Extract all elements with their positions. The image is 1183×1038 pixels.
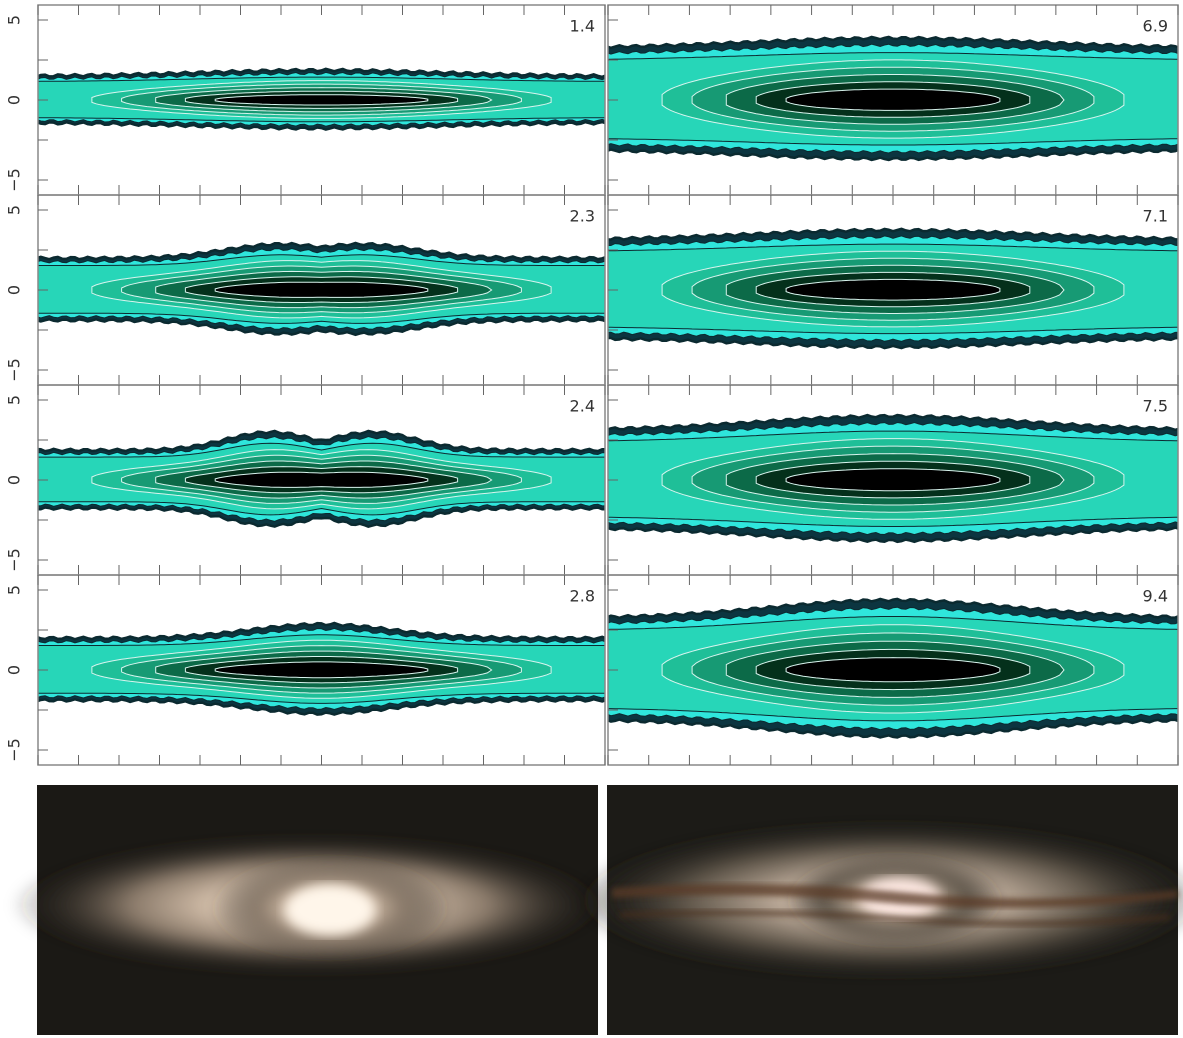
contour-level	[214, 661, 429, 679]
y-tick-label: 0	[5, 285, 24, 295]
contour-level	[785, 88, 1001, 111]
y-tick-label: −5	[5, 358, 24, 382]
contour-layers	[608, 597, 1178, 739]
panel-label: 2.3	[570, 207, 595, 226]
contour-panel: 2.8 5 0 −5	[5, 574, 606, 766]
y-tick-label: 0	[5, 95, 24, 105]
contour-panel: 1.4 5 0 −5	[5, 4, 606, 196]
panel-label: 6.9	[1143, 17, 1168, 36]
contour-panel: 9.4	[607, 574, 1179, 766]
y-tick-label: −5	[5, 548, 24, 572]
contour-panels: 1.4 5 0 −5 2.3 5 0 −5 2.4 5 0 −5 2.8 5 0 −5 6.9 7.1 7.5 9.4	[5, 4, 1179, 766]
galaxy-image-left	[10, 785, 610, 1035]
contour-layers	[608, 35, 1178, 162]
contour-layers	[38, 429, 605, 529]
panel-label: 7.1	[1143, 207, 1168, 226]
contour-layers	[608, 413, 1178, 544]
contour-layers	[608, 227, 1178, 350]
contour-level	[785, 657, 1001, 683]
contour-panel: 7.5	[607, 384, 1179, 576]
contour-level	[785, 278, 1001, 301]
panel-label: 7.5	[1143, 397, 1168, 416]
contour-level	[785, 468, 1001, 492]
contour-layers	[38, 241, 605, 337]
panel-label: 1.4	[570, 17, 595, 36]
y-tick-label: 0	[5, 665, 24, 675]
y-tick-label: −5	[5, 168, 24, 192]
contour-level	[214, 281, 429, 298]
panel-label: 9.4	[1143, 587, 1168, 606]
y-tick-label: 0	[5, 475, 24, 485]
contour-layers	[38, 621, 605, 716]
y-tick-label: 5	[5, 205, 24, 215]
y-tick-label: 5	[5, 15, 24, 25]
panel-label: 2.8	[570, 587, 595, 606]
y-tick-label: 5	[5, 585, 24, 595]
y-tick-label: −5	[5, 738, 24, 762]
contour-panel: 2.3 5 0 −5	[5, 194, 606, 386]
panel-label: 2.4	[570, 397, 595, 416]
galaxy-image-right	[570, 785, 1183, 1035]
y-tick-label: 5	[5, 395, 24, 405]
contour-panel: 2.4 5 0 −5	[5, 384, 606, 576]
contour-level	[214, 471, 429, 488]
contour-level	[214, 94, 429, 106]
contour-layers	[38, 67, 605, 131]
contour-panel: 6.9	[607, 4, 1179, 196]
contour-panel: 7.1	[607, 194, 1179, 386]
